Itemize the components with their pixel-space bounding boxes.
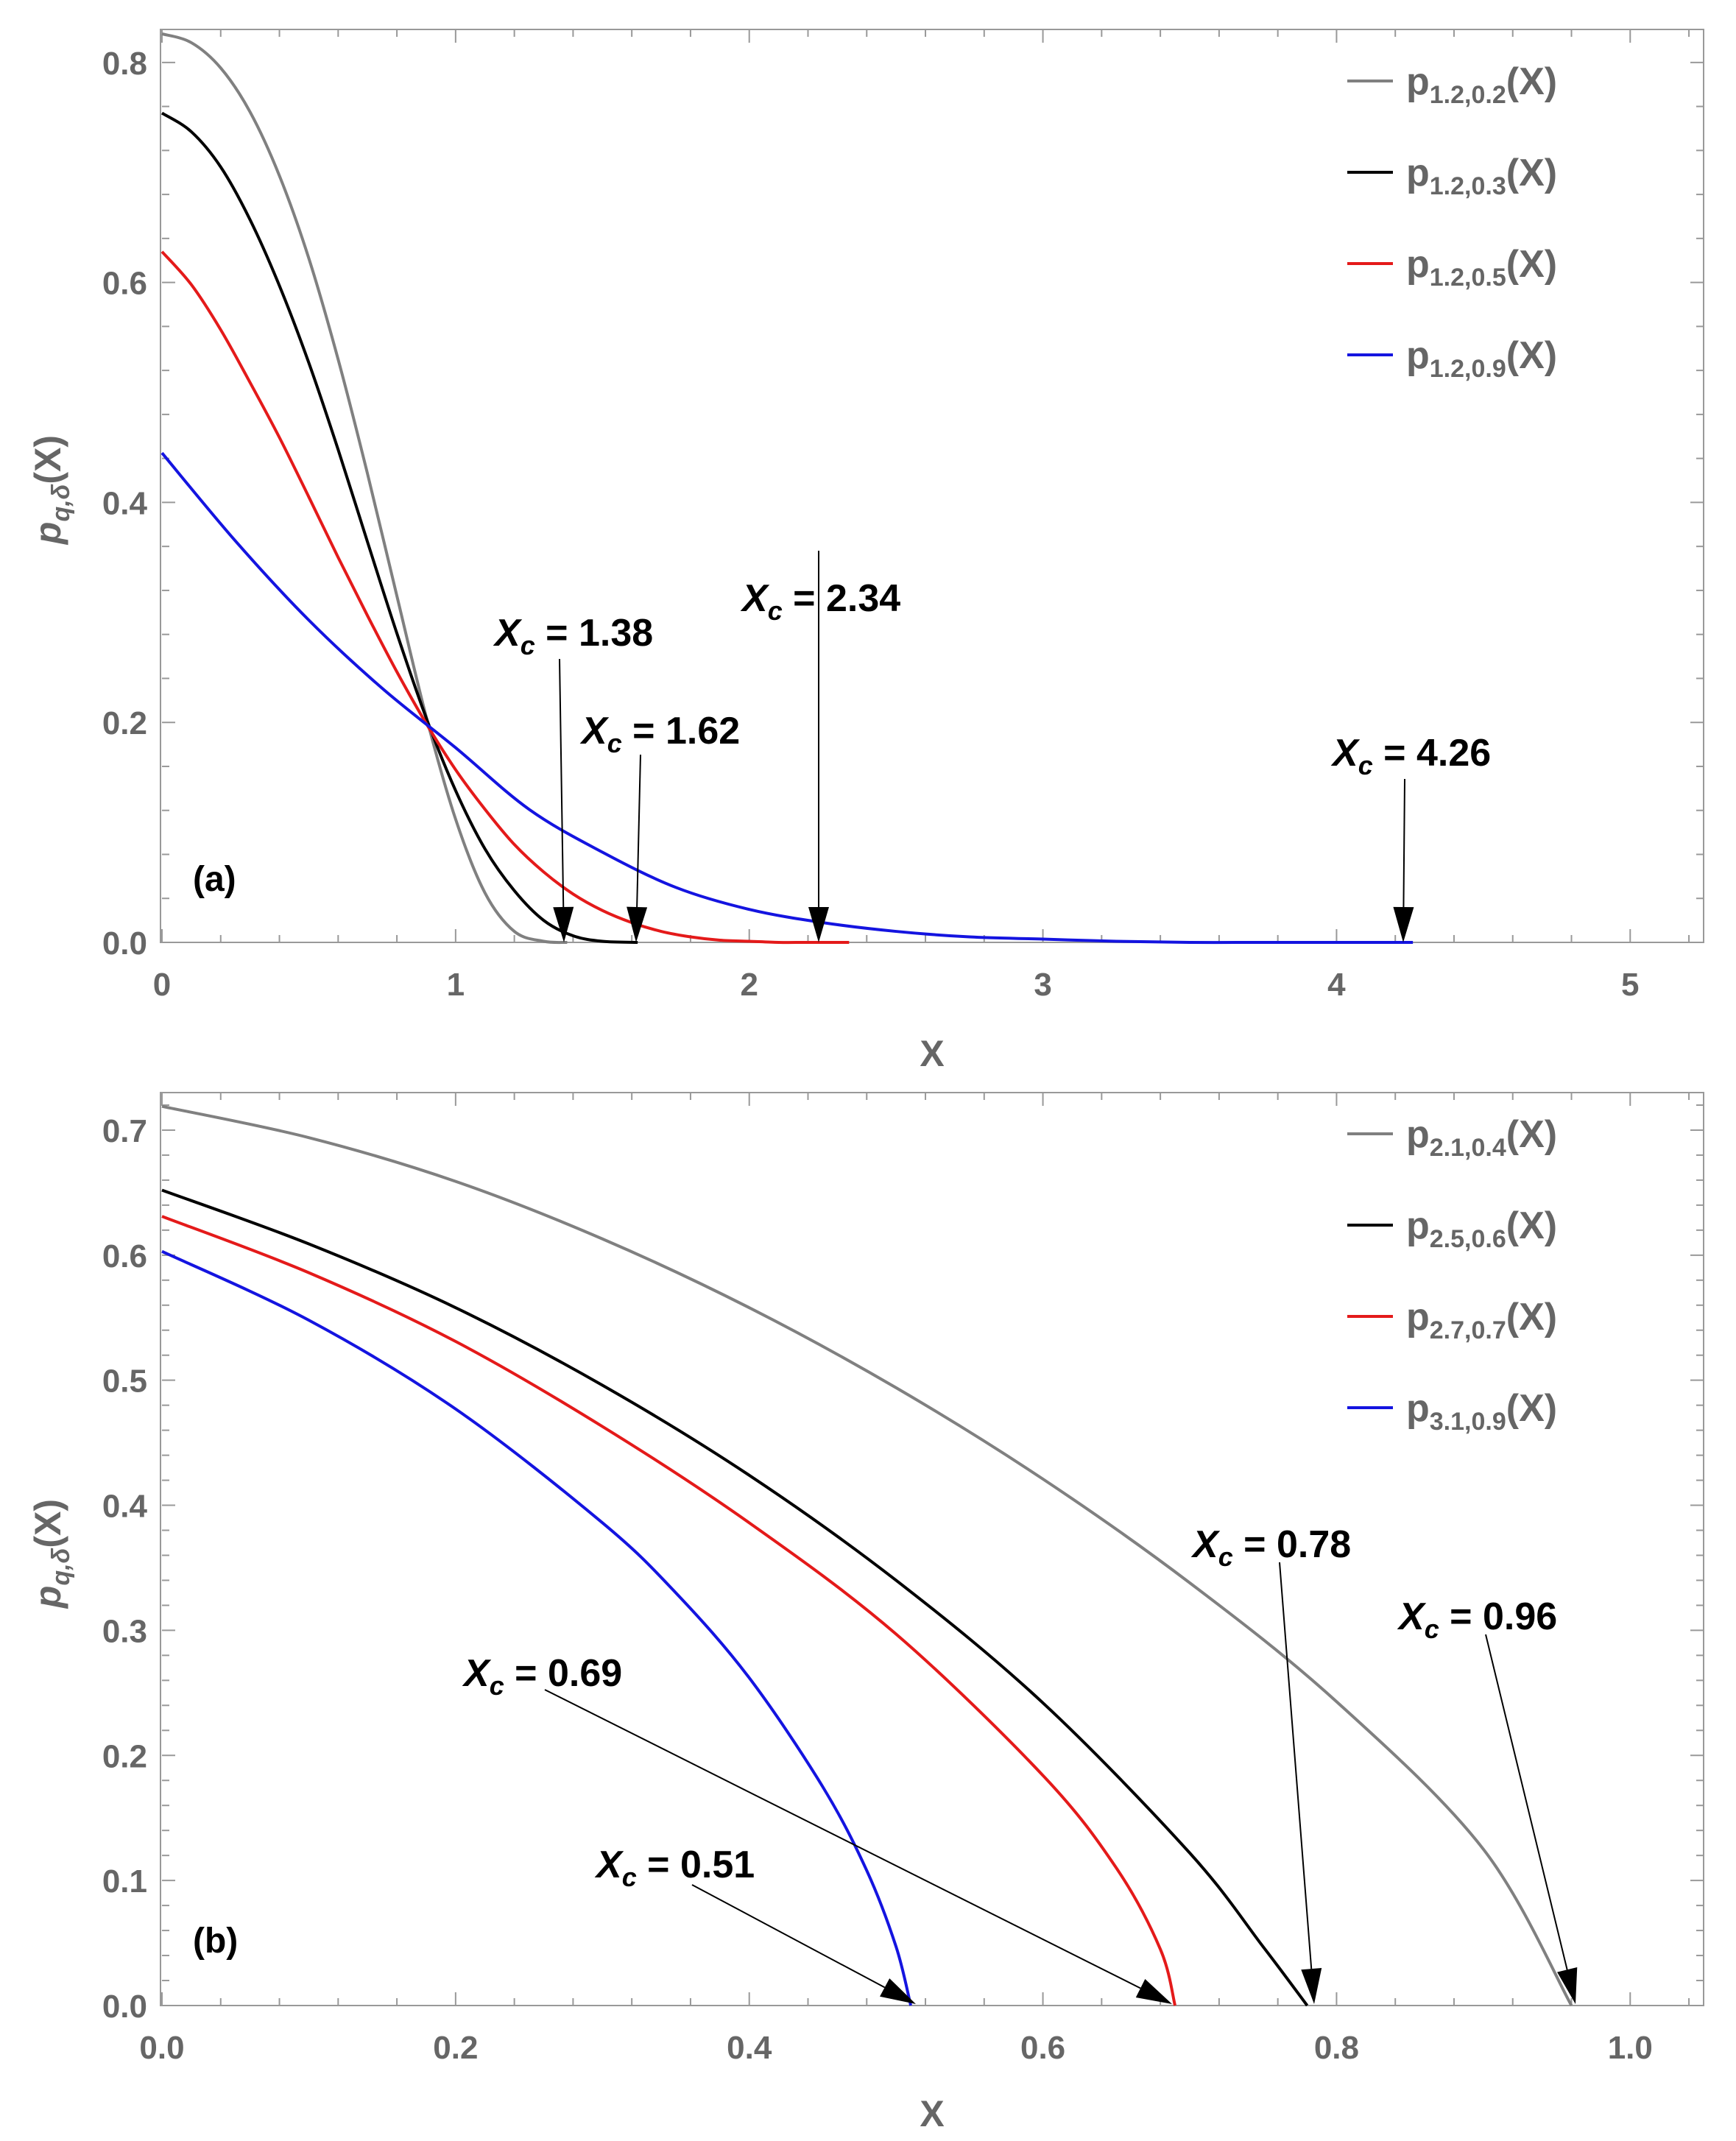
panel-b-annotation-xc-0.69: Xc = 0.69 — [462, 1652, 622, 1701]
legend-entry: p1.2,0.2(X) — [1406, 60, 1557, 109]
panel-b-frame — [160, 1092, 1704, 2006]
svg-text:Xc = 2.34: Xc = 2.34 — [740, 577, 900, 626]
x-tick-label: 3 — [1034, 967, 1051, 1003]
legend-entry: p2.7,0.7(X) — [1406, 1296, 1557, 1344]
annotation-arrow-line — [691, 1884, 886, 1989]
y-tick-label: 0.8 — [102, 46, 147, 82]
annotation-arrow-head — [1557, 1967, 1578, 2004]
annotation-arrow-line — [544, 1689, 1141, 1989]
panel-b-annotation-xc-0.51: Xc = 0.51 — [594, 1844, 755, 1892]
y-tick-label: 0.1 — [102, 1863, 147, 1900]
x-tick-label: 0.8 — [1314, 2030, 1359, 2066]
annotation-arrow-line — [559, 658, 565, 908]
panel-b-label: (b) — [193, 1922, 238, 1961]
panel-b-annotation-xc-0.96: Xc = 0.96 — [1397, 1595, 1557, 1644]
panel-b-ticks: 0.0 0.2 0.4 0.6 0.8 1.0 0.0 0.1 0.2 0.3 0.4 0.5 0.6 0… — [102, 1093, 1704, 2066]
svg-text:Xc = 0.51: Xc = 0.51 — [594, 1844, 755, 1892]
annotation-arrow-head — [880, 1978, 916, 2004]
y-tick-label: 0.6 — [102, 1238, 147, 1274]
svg-text:Xc = 0.69: Xc = 0.69 — [462, 1652, 622, 1701]
legend-entry: p2.5,0.6(X) — [1406, 1204, 1557, 1253]
svg-text:Xc = 0.78: Xc = 0.78 — [1190, 1523, 1351, 1572]
y-tick-label: 0.7 — [102, 1113, 147, 1149]
x-tick-label: 0.2 — [433, 2030, 478, 2066]
y-tick-label: 0.0 — [102, 1989, 147, 2025]
series-line-1.2,0.3 — [160, 111, 638, 944]
series-line-1.2,0.9 — [160, 451, 1414, 945]
series-line-3.1,0.9 — [161, 1249, 913, 2006]
svg-text:Xc = 4.26: Xc = 4.26 — [1330, 732, 1491, 780]
panel-a-annotation-xc-1.38: Xc = 1.38 — [493, 612, 653, 660]
x-tick-label: 4 — [1327, 967, 1346, 1003]
panel-a-frame — [160, 29, 1704, 943]
panel-b-x-axis-title: X — [920, 2093, 944, 2134]
panel-b: 0.0 0.2 0.4 0.6 0.8 1.0 0.0 0.1 0.2 0.3 0.4 0.5 0.6 0… — [27, 1092, 1704, 2134]
panel-a-ticks: 0 1 2 3 4 5 0.0 0.2 0.4 0.6 0.8 — [102, 29, 1704, 1003]
series-line-1.2,0.2 — [161, 32, 568, 945]
y-tick-label: 0.2 — [102, 1738, 147, 1774]
x-tick-label: 0 — [153, 967, 171, 1003]
panel-a-label: (a) — [193, 860, 236, 899]
annotation-arrow-head — [808, 907, 829, 942]
panel-a-legend: p1.2,0.2(X) p1.2,0.3(X) p1.2,0.5(X) p1.2,0.… — [1347, 60, 1557, 383]
panel-b-arrows — [544, 1562, 1578, 2004]
y-tick-label: 0.0 — [102, 925, 147, 962]
y-tick-label: 0.4 — [102, 485, 148, 521]
annotation-arrow-line — [636, 754, 641, 908]
series-line-2.1,0.4 — [161, 1104, 1573, 2006]
panel-a-annotation-xc-4.26: Xc = 4.26 — [1330, 732, 1491, 780]
panel-a-annotation-xc-1.62: Xc = 1.62 — [579, 710, 740, 758]
series-line-2.5,0.6 — [161, 1188, 1309, 2007]
y-tick-label: 0.2 — [102, 705, 147, 741]
x-tick-label: 5 — [1621, 967, 1639, 1003]
panel-a-arrows — [553, 551, 1414, 942]
legend-entry: p1.2,0.5(X) — [1406, 243, 1557, 292]
legend-entry: p1.2,0.3(X) — [1406, 152, 1557, 200]
annotation-arrow-line — [1485, 1634, 1568, 1970]
panel-b-legend: p2.1,0.4(X) p2.5,0.6(X) p2.7,0.7(X) p3.1,0.… — [1347, 1113, 1557, 1436]
panel-b-y-axis-title: pq,δ(X) — [27, 1499, 75, 1609]
svg-text:Xc = 1.38: Xc = 1.38 — [493, 612, 653, 660]
series-line-1.2,0.5 — [160, 250, 850, 945]
panel-a-annotation-xc-2.34: Xc = 2.34 — [740, 577, 900, 626]
panel-a-x-axis-title: X — [920, 1033, 944, 1074]
legend-entry: p1.2,0.9(X) — [1406, 334, 1557, 383]
y-tick-label: 0.6 — [102, 266, 147, 302]
panel-b-curves — [161, 1104, 1573, 2007]
annotation-arrow-head — [627, 906, 648, 942]
series-line-2.7,0.7 — [161, 1215, 1177, 2006]
annotation-arrow-head — [553, 906, 574, 942]
annotation-arrow-head — [1301, 1968, 1322, 2004]
annotation-arrow-head — [1393, 906, 1414, 942]
y-tick-label: 0.5 — [102, 1364, 147, 1400]
panel-a-curves — [160, 32, 1414, 945]
x-tick-label: 2 — [740, 967, 758, 1003]
panel-a: 0 1 2 3 4 50.00.20.40.60.8 p1.2,0.2(X)p1.2,0.… — [27, 29, 1704, 1074]
annotation-arrow-line — [1279, 1562, 1313, 1969]
x-tick-label: 0.0 — [139, 2030, 184, 2066]
annotation-arrow-head — [1135, 1978, 1172, 2004]
y-tick-label: 0.3 — [102, 1613, 147, 1649]
panel-a-y-axis-title: pq,δ(X) — [27, 435, 75, 546]
annotation-arrow-line — [1402, 778, 1405, 908]
svg-text:Xc = 0.96: Xc = 0.96 — [1397, 1595, 1557, 1644]
x-tick-label: 1 — [447, 967, 465, 1003]
x-tick-label: 0.4 — [727, 2030, 772, 2066]
x-tick-label: 1.0 — [1608, 2030, 1653, 2066]
legend-entry: p2.1,0.4(X) — [1406, 1113, 1557, 1162]
svg-text:Xc = 1.62: Xc = 1.62 — [579, 710, 740, 758]
legend-entry: p3.1,0.9(X) — [1406, 1387, 1557, 1436]
y-tick-label: 0.4 — [102, 1489, 148, 1525]
x-tick-label: 0.6 — [1020, 2030, 1065, 2066]
panel-b-annotation-xc-0.78: Xc = 0.78 — [1190, 1523, 1351, 1572]
